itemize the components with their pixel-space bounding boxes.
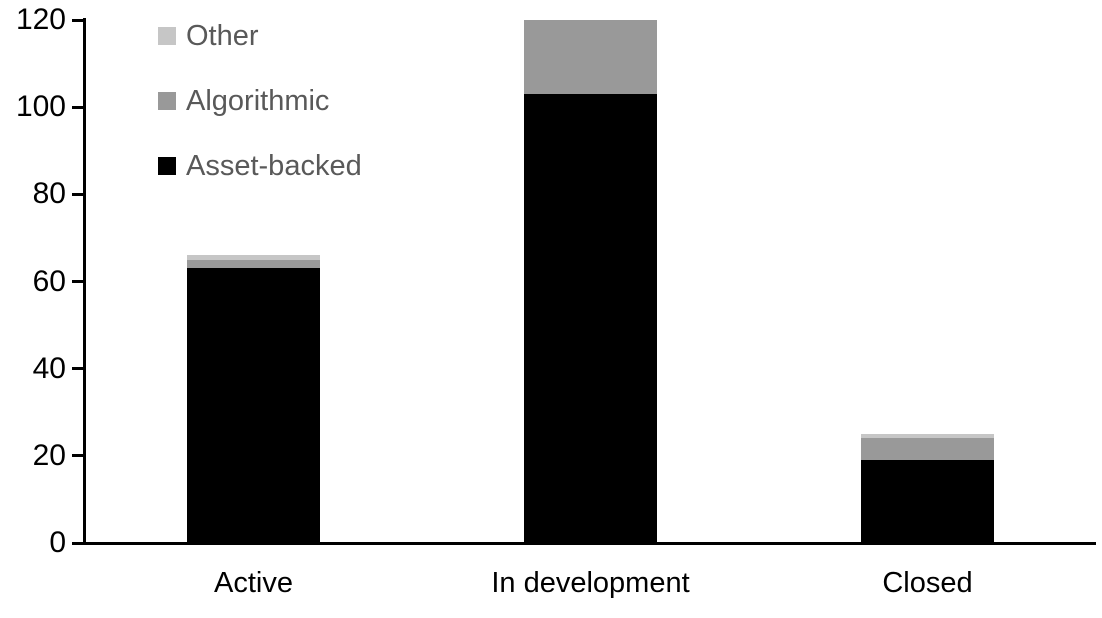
y-tick-mark xyxy=(72,541,84,545)
y-tick-label: 120 xyxy=(15,3,66,36)
y-tick-mark xyxy=(72,192,84,196)
x-category-label-active: Active xyxy=(214,567,293,599)
y-axis-line xyxy=(83,18,86,545)
legend-item-algorithmic: Algorithmic xyxy=(158,86,329,116)
y-tick-label: 0 xyxy=(49,526,66,559)
x-axis-line xyxy=(72,542,1096,545)
bar-segment-asset-backed-in-development xyxy=(524,94,657,543)
y-tick-mark xyxy=(72,367,84,371)
y-tick-label: 80 xyxy=(32,177,66,211)
bar-segment-algorithmic-active xyxy=(187,259,320,269)
legend-label: Asset-backed xyxy=(186,150,362,182)
bar-segment-other-active xyxy=(187,255,320,260)
bar-segment-asset-backed-active xyxy=(187,268,320,543)
y-tick-label: 60 xyxy=(32,264,66,298)
y-tick-mark xyxy=(72,105,84,109)
legend-item-asset-backed: Asset-backed xyxy=(158,151,362,181)
legend-swatch-icon xyxy=(158,157,176,175)
x-category-label-in-development: In development xyxy=(491,567,690,599)
y-tick-label: 20 xyxy=(32,438,66,472)
legend-label: Other xyxy=(186,20,259,52)
bar-segment-algorithmic-closed xyxy=(861,438,994,461)
y-tick-mark xyxy=(72,280,84,283)
legend-swatch-icon xyxy=(158,92,176,110)
y-tick-mark xyxy=(72,18,84,22)
bar-segment-algorithmic-in-development xyxy=(524,20,657,95)
legend-label: Algorithmic xyxy=(186,85,330,117)
bar-segment-asset-backed-closed xyxy=(861,460,994,543)
legend-swatch-icon xyxy=(158,27,176,45)
y-tick-label: 40 xyxy=(32,351,66,385)
x-category-label-closed: Closed xyxy=(882,567,973,599)
y-tick-mark xyxy=(72,454,84,458)
legend-item-other: Other xyxy=(158,21,259,51)
bar-segment-other-closed xyxy=(861,434,994,439)
y-tick-label: 100 xyxy=(15,90,66,124)
